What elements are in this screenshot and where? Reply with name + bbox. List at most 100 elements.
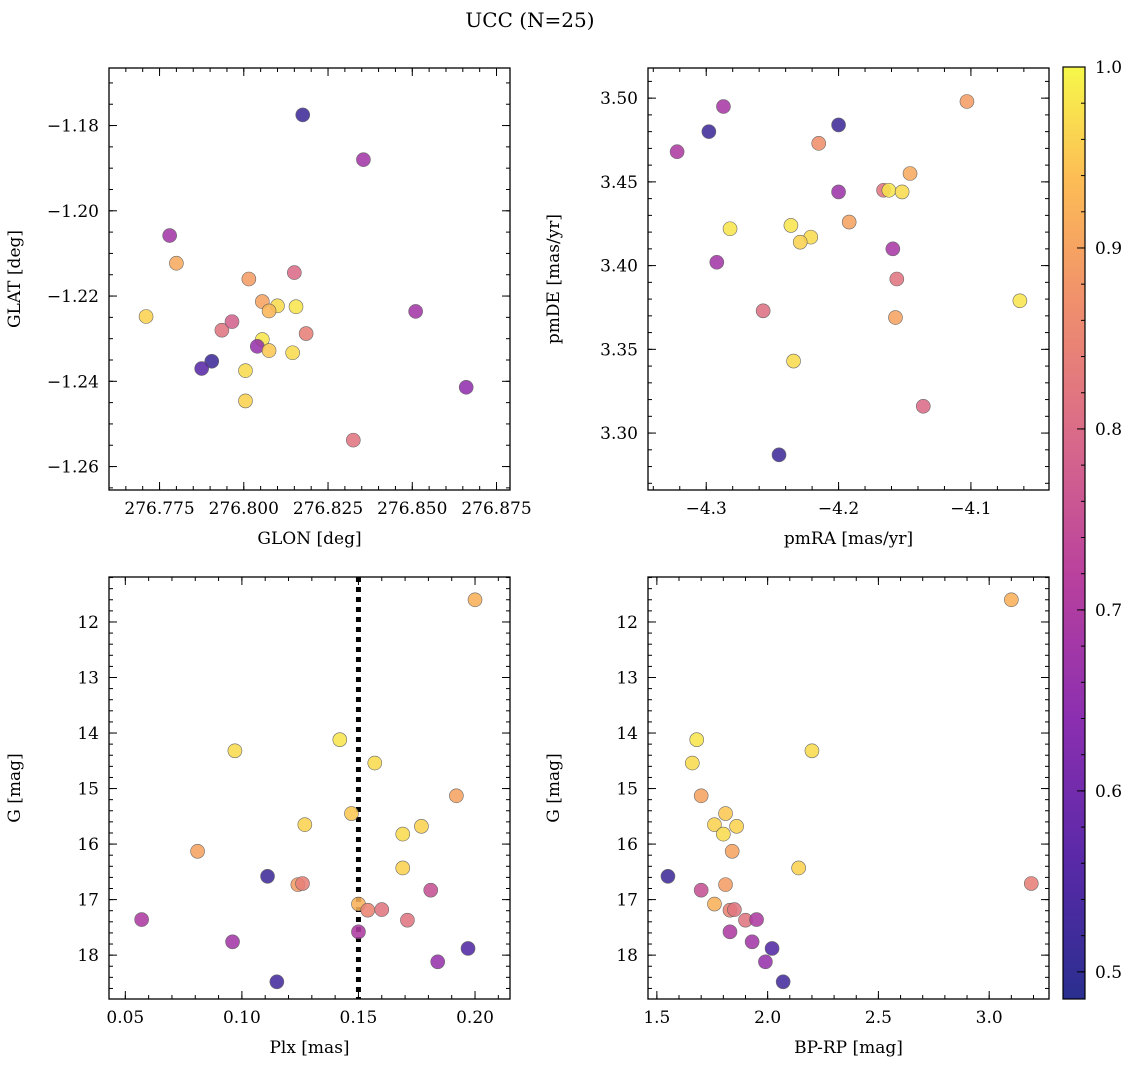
y-tick-label: −1.24 <box>47 372 99 392</box>
scatter-point <box>238 363 253 378</box>
y-tick-label: 3.30 <box>600 424 638 444</box>
plot-frame <box>108 576 511 1000</box>
x-tick-label: 276.850 <box>377 499 447 519</box>
scatter-point <box>1012 293 1028 309</box>
x-tick-label: 0.20 <box>456 1008 494 1028</box>
scatter-point <box>138 309 154 324</box>
x-tick-label: 0.10 <box>223 1008 261 1028</box>
scatter-point <box>162 228 177 243</box>
y-tick-label: 13 <box>77 669 99 689</box>
scatter-point <box>460 941 476 956</box>
y-tick-label: 17 <box>77 891 99 911</box>
scatter-point <box>400 912 415 928</box>
scatter-point <box>204 353 220 369</box>
ticks <box>648 577 1049 999</box>
y-tick-label: 3.45 <box>600 173 638 193</box>
scatter-point <box>194 361 209 376</box>
scatter-point <box>811 136 827 151</box>
scatter-point <box>449 788 464 804</box>
scatter-point <box>885 241 901 257</box>
scatter-point <box>332 732 348 747</box>
scatter-point <box>959 94 975 109</box>
scatter-point <box>707 817 722 832</box>
scatter-point <box>356 152 371 167</box>
scatter-point <box>169 255 184 271</box>
y-axis-label: G [mag] <box>5 753 25 822</box>
scatter-point <box>288 299 304 315</box>
y-tick-label: 16 <box>616 835 638 855</box>
scatter-point <box>894 184 910 200</box>
scatter-point <box>902 166 918 181</box>
y-tick-label: 12 <box>77 613 99 633</box>
panel-4: 1.5 2.0 2.5 3.0 12 13 14 15 16 17 18 BP-RP [mag] G [… <box>544 576 1050 1058</box>
x-tick-label: 276.825 <box>293 499 363 519</box>
x-tick-label: 276.775 <box>124 499 194 519</box>
scatter-point <box>792 234 808 250</box>
scatter-point <box>395 826 411 842</box>
figure-title: UCC (N=25) <box>465 8 594 32</box>
scatter-point <box>260 868 275 884</box>
y-tick-label: 14 <box>616 724 638 744</box>
panel-2: −4.3 −4.2 −4.1 3.30 3.35 3.40 3.45 3.50 pmRA [ma… <box>544 67 1050 549</box>
scatter-point <box>360 902 376 918</box>
y-tick-label: 18 <box>77 946 99 966</box>
scatter-point <box>285 345 300 361</box>
scatter-point <box>224 314 240 329</box>
scatter-point <box>722 924 738 940</box>
scatter-point <box>722 221 738 237</box>
scatter-point <box>227 743 243 759</box>
scatter-point <box>888 310 903 325</box>
y-tick-label: 16 <box>77 835 99 855</box>
colorbar-tick-label: 0.8 <box>1095 420 1122 440</box>
panel-1: 276.775 276.800 276.825 276.850 276.875 −1.26… <box>5 67 532 549</box>
ticks <box>648 68 1049 490</box>
scatter-point <box>295 107 311 123</box>
plot-frame <box>647 67 1050 491</box>
panels: 276.775 276.800 276.825 276.850 276.875 −1.26… <box>5 67 1050 1058</box>
y-axis-label: G [mag] <box>544 753 564 822</box>
scatter-point <box>1004 592 1019 608</box>
scatter-point <box>225 934 240 950</box>
scatter-point <box>685 755 700 771</box>
scatter-point <box>190 843 205 859</box>
scatter-point <box>783 218 799 233</box>
scatter-point <box>804 743 820 759</box>
x-axis-label: GLON [deg] <box>257 529 361 549</box>
plot-frame <box>108 67 511 491</box>
scatter-point <box>915 398 931 414</box>
scatter-point <box>238 393 253 409</box>
scatter-point <box>295 876 310 891</box>
y-tick-label: −1.26 <box>47 458 99 478</box>
scatter-point <box>786 353 801 369</box>
scatter-point <box>718 806 733 821</box>
scatter-point <box>758 954 773 970</box>
y-tick-label: −1.22 <box>47 287 99 307</box>
scatter-point <box>881 182 897 198</box>
scatter-point <box>134 912 149 927</box>
scatter-point <box>718 877 733 892</box>
x-tick-label: −4.2 <box>818 499 859 519</box>
scatter-point <box>351 924 366 940</box>
colorbar: 0.5 0.6 0.7 0.8 0.9 1.0 <box>1062 58 1122 1000</box>
x-tick-label: −4.3 <box>686 499 727 519</box>
scatter-point <box>791 860 806 876</box>
scatter-point <box>701 124 717 139</box>
scatter-point <box>467 592 483 608</box>
scatter-point <box>727 902 742 917</box>
y-tick-label: 15 <box>616 780 638 800</box>
colorbar-tick-label: 0.6 <box>1095 782 1122 802</box>
x-tick-label: 276.875 <box>461 499 531 519</box>
scatter-point <box>287 265 302 280</box>
scatter-point <box>297 817 313 832</box>
colorbar-tick-label: 0.9 <box>1095 239 1122 259</box>
x-tick-label: 2.5 <box>865 1008 892 1028</box>
scatter-point <box>241 271 257 287</box>
scatter-point <box>693 882 709 898</box>
x-tick-label: 1.5 <box>643 1008 670 1028</box>
colorbar-tick-label: 1.0 <box>1095 58 1122 78</box>
x-tick-label: 3.0 <box>976 1008 1003 1028</box>
plot-frame <box>647 576 1050 1000</box>
x-tick-label: 0.05 <box>106 1008 144 1028</box>
x-tick-label: 2.0 <box>754 1008 781 1028</box>
